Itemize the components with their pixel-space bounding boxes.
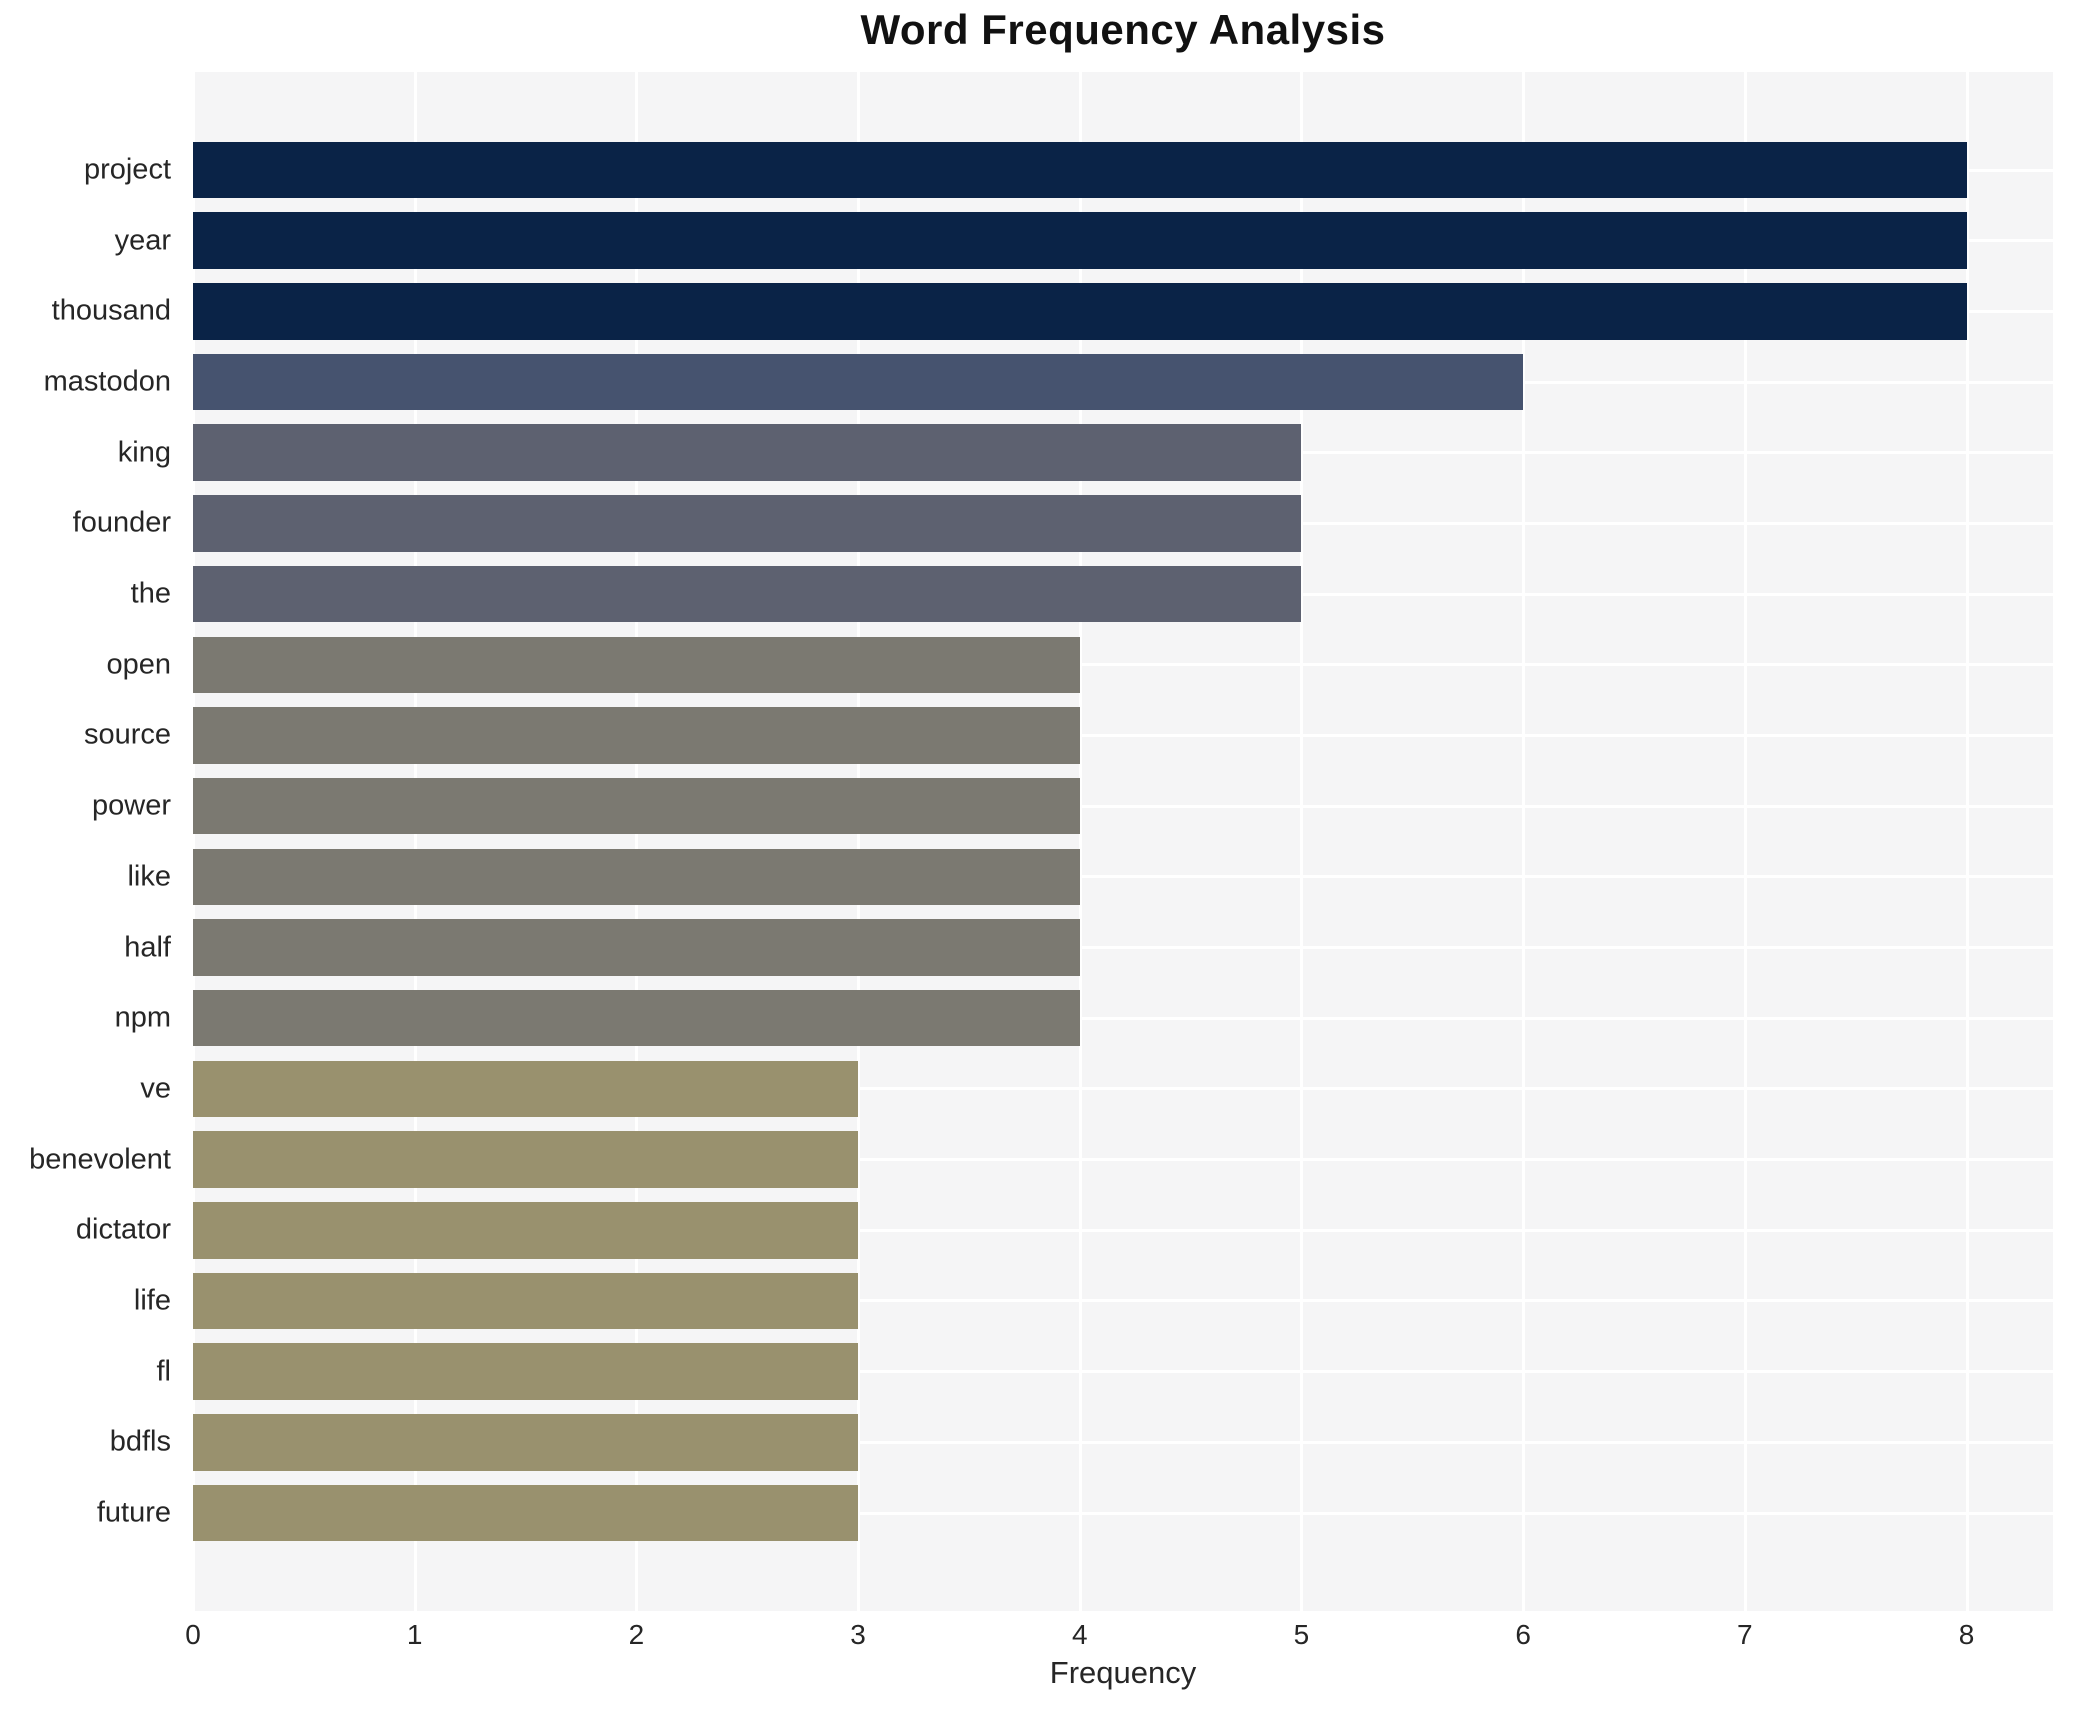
- bar-future: [193, 1484, 859, 1542]
- y-tick-label-source: source: [83, 718, 171, 751]
- bar-life: [193, 1272, 859, 1330]
- x-tick-label-2: 2: [628, 1619, 645, 1650]
- y-tick-label-npm: npm: [114, 1001, 171, 1034]
- vertical-gridline: [1078, 72, 1082, 1611]
- bar-like: [193, 848, 1080, 906]
- bar-mastodon: [193, 353, 1524, 411]
- bar-open: [193, 636, 1080, 694]
- horizontal-gridline: [193, 663, 2053, 667]
- y-tick-label-fl: fl: [156, 1355, 172, 1388]
- bar-half: [193, 919, 1080, 976]
- plot-area: [192, 72, 2053, 1611]
- bar-benevolent: [193, 1131, 859, 1188]
- y-tick-label-king: king: [117, 436, 171, 469]
- x-tick-label-1: 1: [406, 1619, 423, 1650]
- x-axis-label: Frequency: [1049, 1655, 1197, 1690]
- x-tick-label-3: 3: [850, 1619, 866, 1650]
- x-tick-label-0: 0: [185, 1619, 201, 1650]
- bar-power: [193, 777, 1080, 835]
- y-tick-label-open: open: [106, 648, 171, 681]
- horizontal-gridline: [193, 875, 2053, 879]
- chart-title: Word Frequency Analysis: [860, 6, 1386, 53]
- y-tick-label-power: power: [92, 789, 171, 822]
- bar-the: [193, 565, 1302, 623]
- y-tick-label-year: year: [114, 224, 171, 257]
- horizontal-gridline: [193, 1158, 2053, 1162]
- horizontal-gridline: [193, 804, 2053, 808]
- bar-bdfls: [193, 1414, 859, 1471]
- horizontal-gridline: [193, 1370, 2053, 1374]
- y-tick-label-ve: ve: [140, 1072, 171, 1105]
- bar-dictator: [193, 1201, 859, 1259]
- horizontal-gridline: [193, 1087, 2053, 1091]
- bar-fl: [193, 1343, 859, 1400]
- y-tick-label-founder: founder: [72, 506, 171, 539]
- bar-source: [193, 707, 1080, 764]
- y-tick-label-life: life: [133, 1284, 171, 1317]
- y-tick-label-benevolent: benevolent: [29, 1143, 171, 1176]
- vertical-gridline: [857, 72, 861, 1611]
- y-tick-label-dictator: dictator: [75, 1213, 171, 1246]
- bar-project: [193, 141, 1967, 199]
- y-tick-label-bdfls: bdfls: [109, 1425, 171, 1458]
- y-tick-label-half: half: [124, 931, 171, 964]
- y-tick-label-future: future: [96, 1496, 171, 1529]
- y-tick-label-thousand: thousand: [51, 294, 171, 327]
- x-tick-label-8: 8: [1958, 1619, 1975, 1650]
- horizontal-gridline: [193, 1016, 2053, 1020]
- vertical-gridline: [635, 72, 639, 1611]
- bar-npm: [193, 989, 1080, 1047]
- bar-ve: [193, 1060, 859, 1118]
- vertical-gridline: [192, 72, 195, 1611]
- horizontal-gridline: [193, 1299, 2053, 1303]
- y-tick-label-mastodon: mastodon: [43, 365, 171, 398]
- x-tick-label-7: 7: [1737, 1619, 1753, 1650]
- horizontal-gridline: [193, 1511, 2053, 1515]
- horizontal-gridline: [193, 1440, 2053, 1444]
- bar-thousand: [193, 283, 1967, 340]
- horizontal-gridline: [193, 733, 2053, 737]
- horizontal-gridline: [193, 1228, 2053, 1232]
- x-tick-label-4: 4: [1071, 1619, 1088, 1650]
- y-tick-label-the: the: [130, 577, 171, 610]
- vertical-gridline: [1522, 72, 1526, 1611]
- bar-king: [193, 424, 1302, 481]
- bar-founder: [193, 495, 1302, 552]
- x-axis-ticks: 0 1 2 3 4 5 6 7 8: [0, 1611, 2073, 1651]
- y-tick-label-like: like: [127, 860, 171, 893]
- vertical-gridline: [1965, 72, 1969, 1611]
- horizontal-gridline: [193, 946, 2053, 950]
- vertical-gridline: [1300, 72, 1304, 1611]
- x-tick-label-6: 6: [1515, 1619, 1531, 1650]
- bar-year: [193, 212, 1967, 269]
- y-tick-label-project: project: [83, 153, 171, 186]
- x-tick-label-5: 5: [1293, 1619, 1310, 1650]
- vertical-gridline: [1743, 72, 1747, 1611]
- vertical-gridline: [413, 72, 417, 1611]
- y-axis-labels: project year thousand mastodon king founder th…: [0, 72, 181, 1611]
